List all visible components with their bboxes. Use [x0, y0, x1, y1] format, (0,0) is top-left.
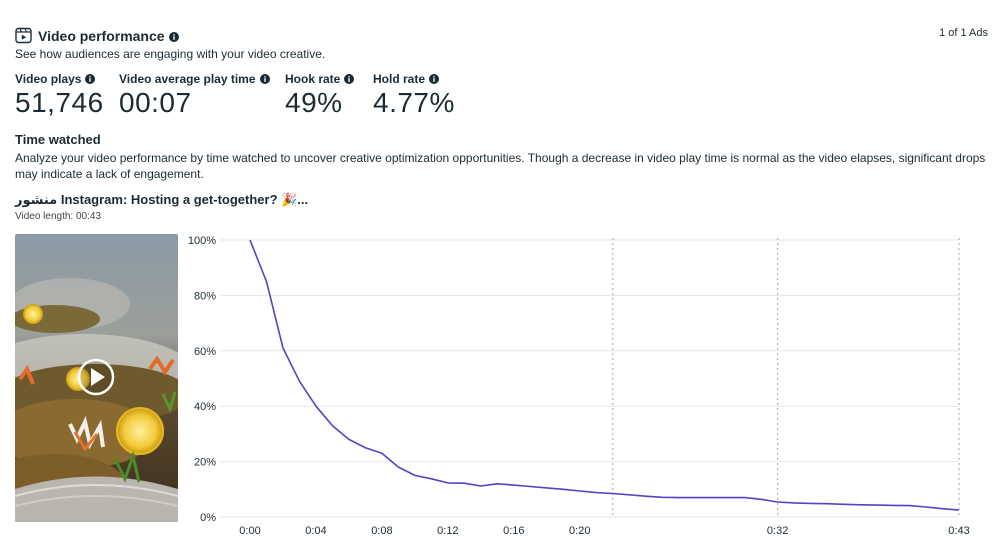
time-watched-chart: 0% 20% 40% 60% 80% 100% 0:00 0:04 0:08 0:12 0:16 0:…: [188, 235, 970, 537]
y-tick-label: 60%: [194, 346, 216, 358]
metric-label-text: Hook rate: [285, 72, 341, 86]
time-watched-description: Analyze your video performance by time w…: [15, 151, 986, 181]
x-tick-label: 0:00: [239, 525, 260, 537]
page-subtitle: See how audiences are engaging with your…: [15, 47, 326, 61]
play-icon: [91, 368, 105, 386]
page-title-text: Video performance: [38, 28, 165, 44]
x-tick-label: 0:12: [437, 525, 458, 537]
metric-value-hook-rate: 49%: [285, 87, 343, 118]
metric-label-average-play-time: Video average play time: [119, 72, 270, 86]
x-tick-label: 0:04: [305, 525, 326, 537]
y-tick-label: 40%: [194, 401, 216, 413]
x-tick-label: 0:32: [767, 525, 788, 537]
retention-line: [249, 239, 960, 511]
video-thumbnail[interactable]: [15, 234, 178, 522]
x-tick-label: 0:20: [569, 525, 590, 537]
info-icon[interactable]: [259, 74, 270, 84]
ads-count: 1 of 1 Ads: [939, 27, 988, 39]
y-tick-label: 100%: [188, 235, 216, 247]
x-tick-label: 0:08: [371, 525, 392, 537]
x-tick-label: 0:43: [948, 525, 969, 537]
info-icon[interactable]: [429, 74, 440, 84]
metric-value-average-play-time: 00:07: [119, 87, 192, 118]
y-tick-label: 0%: [200, 512, 216, 524]
metric-label-text: Hold rate: [373, 72, 426, 86]
metric-label-text: Video plays: [15, 72, 82, 86]
info-icon[interactable]: [168, 32, 179, 42]
y-tick-label: 20%: [194, 457, 216, 469]
time-watched-title: Time watched: [15, 132, 101, 147]
info-icon[interactable]: [344, 74, 355, 84]
page-title: Video performance: [38, 28, 179, 44]
video-length: Video length: 00:43: [15, 211, 102, 222]
metric-value-hold-rate: 4.77%: [373, 87, 455, 118]
metric-value-video-plays: 51,746: [15, 87, 104, 118]
video-icon: [15, 27, 32, 44]
video-title: منشور Instagram: Hosting a get-together?…: [15, 192, 309, 207]
metric-label-text: Video average play time: [119, 72, 256, 86]
metric-label-video-plays: Video plays: [15, 72, 96, 86]
info-icon[interactable]: [85, 74, 96, 84]
metric-label-hold-rate: Hold rate: [373, 72, 440, 86]
x-tick-label: 0:16: [503, 525, 524, 537]
metric-label-hook-rate: Hook rate: [285, 72, 355, 86]
y-tick-label: 80%: [194, 290, 216, 302]
